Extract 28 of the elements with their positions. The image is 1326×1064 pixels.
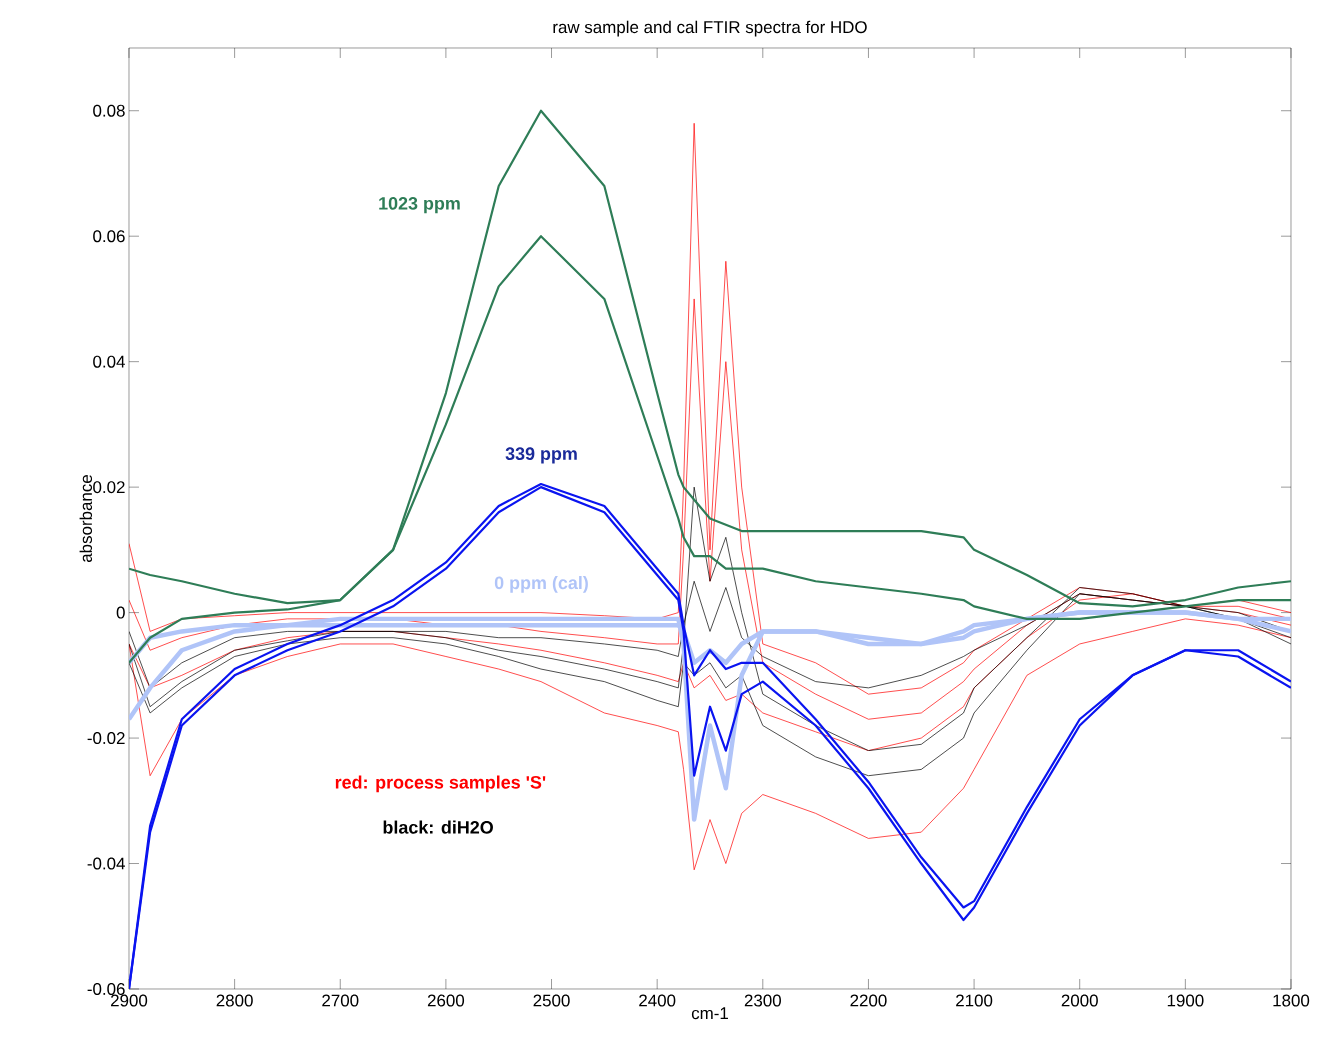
x-tick-label: 2900 bbox=[111, 994, 148, 1007]
y-tick-label: 0.06 bbox=[93, 230, 125, 243]
x-tick-label: 2700 bbox=[322, 994, 359, 1007]
x-tick-label: 2000 bbox=[1061, 994, 1098, 1007]
x-tick-label: 1900 bbox=[1167, 994, 1204, 1007]
y-tick-label: 0.04 bbox=[93, 355, 125, 368]
x-tick-label: 2800 bbox=[216, 994, 253, 1007]
chart-title: raw sample and cal FTIR spectra for HDO bbox=[553, 20, 867, 37]
annotation: 1023 ppm bbox=[379, 197, 460, 214]
y-tick-label: -0.02 bbox=[87, 732, 125, 745]
x-tick-label: 2400 bbox=[639, 994, 676, 1007]
x-tick-label: 2100 bbox=[956, 994, 993, 1007]
y-tick-label: 0 bbox=[116, 606, 125, 619]
annotation: 339 ppm bbox=[505, 447, 577, 464]
annotation: black: diH2O bbox=[383, 820, 493, 834]
x-axis-title: cm-1 bbox=[691, 1007, 728, 1020]
x-tick-label: 1800 bbox=[1273, 994, 1310, 1007]
y-tick-label: -0.04 bbox=[87, 857, 125, 870]
x-tick-label: 2200 bbox=[850, 994, 887, 1007]
y-tick-label: 0.08 bbox=[93, 104, 125, 117]
annotation: 0 ppm (cal) bbox=[494, 576, 588, 593]
x-tick-label: 2600 bbox=[427, 994, 465, 1007]
x-tick-label: 2500 bbox=[533, 994, 570, 1007]
y-axis-title: absorbance bbox=[79, 475, 93, 563]
y-tick-label: -0.06 bbox=[87, 983, 125, 995]
x-tick-label: 2300 bbox=[744, 994, 781, 1007]
annotation: red: process samples 'S' bbox=[335, 775, 546, 793]
y-tick-label: 0.02 bbox=[93, 481, 125, 494]
